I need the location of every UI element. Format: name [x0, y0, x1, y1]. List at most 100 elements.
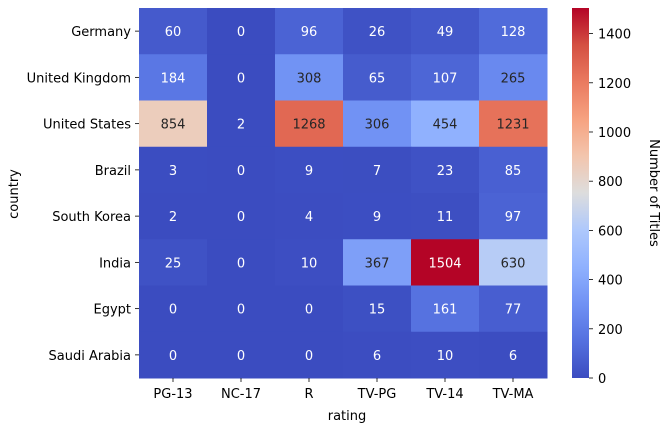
heatmap-cell — [207, 239, 276, 286]
heatmap-cell — [275, 100, 344, 148]
cell-value-label: 0 — [169, 349, 177, 364]
cell-value-label: 0 — [305, 303, 313, 318]
heatmap-cell — [411, 100, 480, 148]
cell-value-label: 26 — [369, 25, 386, 40]
cell-value-label: 308 — [297, 71, 322, 86]
heatmap-cell — [479, 8, 548, 55]
cell-value-label: 6 — [373, 349, 381, 364]
colorbar: 0 200 400 600 800 1000 1200 1400 Number of Titl… — [572, 8, 661, 387]
cell-value-label: 1231 — [496, 118, 529, 133]
cell-value-label: 25 — [165, 256, 182, 271]
cell-value-label: 2 — [169, 210, 177, 225]
colorbar-tick-label: 1200 — [598, 77, 631, 92]
cell-value-label: 85 — [505, 164, 522, 179]
y-tick-label: India — [99, 256, 131, 271]
y-axis-label: country — [7, 169, 22, 219]
heatmap-cell — [275, 146, 344, 194]
cell-value-label: 65 — [369, 71, 386, 86]
heatmap-cell — [139, 100, 208, 148]
colorbar-tick-label: 800 — [598, 175, 623, 190]
heatmap-cell — [479, 239, 548, 286]
cell-value-label: 107 — [433, 71, 458, 86]
heatmap-cell — [275, 8, 344, 55]
heatmap-cell — [207, 8, 276, 55]
heatmap-cell — [275, 54, 344, 101]
colorbar-tick-label: 1000 — [598, 126, 631, 141]
heatmap-cell — [343, 8, 412, 55]
cell-value-label: 7 — [373, 164, 381, 179]
cell-value-label: 454 — [433, 118, 458, 133]
colorbar-gradient — [572, 8, 589, 378]
y-tick-label: Brazil — [95, 164, 131, 179]
heatmap-cell — [411, 8, 480, 55]
cell-value-label: 23 — [437, 164, 454, 179]
cell-value-label: 11 — [437, 210, 454, 225]
x-tick-label: TV-14 — [425, 387, 463, 402]
heatmap-cell — [479, 285, 548, 333]
cell-value-label: 161 — [433, 303, 458, 318]
colorbar-tick-label: 200 — [598, 323, 623, 338]
cell-value-label: 3 — [169, 164, 177, 179]
x-tick-label: PG-13 — [153, 387, 192, 402]
y-tick-label: Egypt — [93, 303, 131, 318]
heatmap-cells — [139, 8, 548, 379]
heatmap-cell — [139, 193, 208, 240]
cell-value-label: 1268 — [292, 118, 325, 133]
heatmap-cell — [139, 146, 208, 194]
heatmap-cell — [411, 54, 480, 101]
cell-value-label: 0 — [237, 349, 245, 364]
x-tick-label: R — [304, 387, 313, 402]
cell-value-label: 10 — [437, 349, 454, 364]
cell-value-label: 0 — [237, 164, 245, 179]
cell-value-label: 184 — [161, 71, 186, 86]
cell-value-label: 77 — [505, 303, 522, 318]
heatmap-cell — [411, 193, 480, 240]
heatmap-cell — [343, 331, 412, 379]
heatmap-cell — [479, 146, 548, 194]
heatmap-cell — [139, 8, 208, 55]
cell-value-label: 0 — [237, 303, 245, 318]
heatmap-cell — [275, 193, 344, 240]
colorbar-tick-label: 400 — [598, 274, 623, 289]
cell-value-label: 0 — [305, 349, 313, 364]
x-tick-label: TV-MA — [492, 387, 534, 402]
heatmap-cell — [139, 54, 208, 101]
cell-value-label: 9 — [373, 210, 381, 225]
heatmap-cell — [207, 100, 276, 148]
colorbar-tick-label: 600 — [598, 224, 623, 239]
heatmap-cell — [411, 239, 480, 286]
cell-value-label: 1504 — [428, 256, 461, 271]
heatmap-cell — [479, 100, 548, 148]
cell-value-label: 0 — [237, 25, 245, 40]
y-tick-label: Saudi Arabia — [49, 349, 132, 364]
colorbar-label: Number of Titles — [646, 139, 661, 247]
heatmap-cell — [343, 100, 412, 148]
cell-value-label: 97 — [505, 210, 522, 225]
cell-value-label: 10 — [301, 256, 318, 271]
colorbar-tick-label: 1400 — [598, 28, 631, 43]
heatmap-cell — [207, 193, 276, 240]
heatmap-cell — [343, 193, 412, 240]
cell-value-label: 128 — [501, 25, 526, 40]
heatmap-cell — [343, 285, 412, 333]
heatmap-cell — [207, 146, 276, 194]
heatmap-cell — [411, 331, 480, 379]
cell-value-label: 630 — [501, 256, 526, 271]
heatmap-cell — [411, 285, 480, 333]
colorbar-ticks: 0 200 400 600 800 1000 1200 1400 — [589, 28, 631, 387]
y-tick-label: United States — [43, 118, 131, 133]
cell-value-label: 854 — [161, 118, 186, 133]
y-tick-label: Germany — [71, 25, 131, 40]
cell-value-label: 9 — [305, 164, 313, 179]
cell-value-label: 6 — [509, 349, 517, 364]
cell-value-label: 0 — [237, 256, 245, 271]
colorbar-tick-label: 0 — [598, 372, 606, 387]
x-tick-label: TV-PG — [357, 387, 397, 402]
cell-value-label: 15 — [369, 303, 386, 318]
heatmap-cell — [479, 193, 548, 240]
heatmap-cell — [343, 146, 412, 194]
heatmap-cell — [411, 146, 480, 194]
cell-value-label: 0 — [237, 71, 245, 86]
